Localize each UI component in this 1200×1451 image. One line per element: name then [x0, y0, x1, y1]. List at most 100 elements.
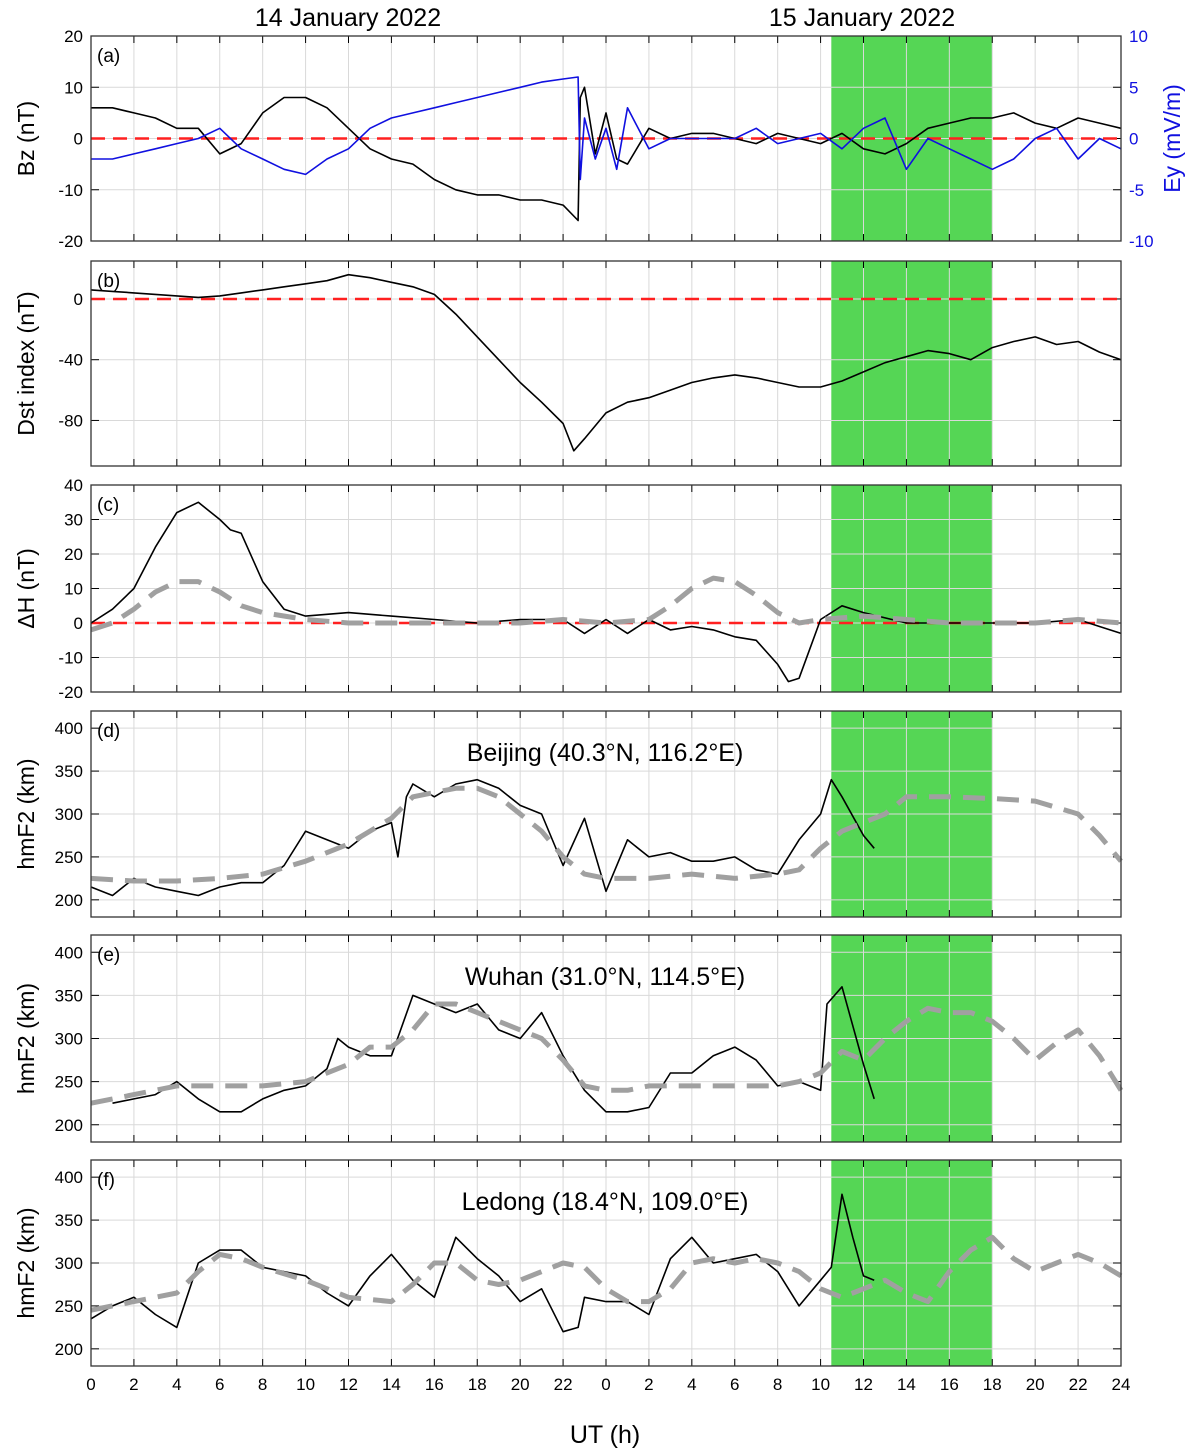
x-tick-label: 0	[86, 1375, 95, 1394]
y2-tick-label: 10	[1129, 27, 1148, 46]
x-axis-label: UT (h)	[570, 1421, 640, 1449]
panel-label: (f)	[97, 1170, 115, 1191]
x-tick-label: 20	[511, 1375, 530, 1394]
y-tick-label: 400	[55, 719, 83, 738]
model-series-line	[90, 1234, 1123, 1313]
x-tick-label: 10	[811, 1375, 830, 1394]
y-axis-label: Bz (nT)	[13, 101, 39, 176]
shaded-interval	[831, 261, 993, 466]
y-axis-label: hmF2 (km)	[13, 1207, 39, 1318]
plot-frame	[90, 260, 1122, 467]
panel-a: 20 10 0 -10 -20 10 5 0 -5 -10 Ey (mV/m) (a) Bz (nT)	[13, 27, 1185, 251]
ey-series-line	[91, 76, 1122, 181]
x-tick-label: 4	[687, 1375, 696, 1394]
y2-tick-label: -5	[1129, 181, 1144, 200]
x-tick-label: 18	[983, 1375, 1002, 1394]
y-tick-label: 400	[55, 1168, 83, 1187]
date-label-day2: 15 January 2022	[769, 4, 955, 32]
y-tick-label: 0	[74, 614, 83, 633]
station-annotation: Ledong (18.4°N, 109.0°E)	[462, 1188, 749, 1216]
y2-tick-label: 0	[1129, 130, 1138, 149]
panel-e: 400 350 300 250 200 (e) Wuhan (31.0°N, 114.5°E…	[13, 934, 1124, 1143]
date-label-day1: 14 January 2022	[255, 4, 441, 32]
x-tick-label: 24	[1112, 1375, 1131, 1394]
panel-f: 400 350 300 250 200 (f) Ledong (18.4°N, 109.0°…	[13, 1159, 1123, 1367]
plot-frame	[90, 710, 1122, 918]
observed-series-line	[90, 778, 875, 897]
x-tick-label: 12	[339, 1375, 358, 1394]
y-axis-label: hmF2 (km)	[13, 758, 39, 869]
panel-label: (c)	[97, 495, 119, 516]
y-tick-label: 40	[64, 476, 83, 495]
panel-label: (b)	[97, 271, 120, 292]
observed-series-line	[90, 273, 1122, 452]
x-tick-label: 6	[730, 1375, 739, 1394]
x-tick-label: 10	[296, 1375, 315, 1394]
y-tick-label: -40	[58, 351, 83, 370]
y-tick-label: 0	[74, 130, 83, 149]
plot-frame	[90, 484, 1122, 693]
plot-frame	[90, 1159, 1122, 1367]
y-tick-label: -80	[58, 411, 83, 430]
y-tick-label: 300	[55, 805, 83, 824]
x-tick-label: 8	[258, 1375, 267, 1394]
observed-series-line	[112, 986, 875, 1113]
panel-label: (a)	[97, 46, 120, 67]
x-tick-label: 12	[854, 1375, 873, 1394]
y-tick-label: 300	[55, 1030, 83, 1049]
y-tick-label: 20	[64, 27, 83, 46]
y-tick-label: 350	[55, 762, 83, 781]
y-axis-label: Dst index (nT)	[13, 291, 39, 435]
y-tick-label: -10	[58, 649, 83, 668]
y-tick-label: 10	[64, 580, 83, 599]
y-axis-label: hmF2 (km)	[13, 983, 39, 1094]
model-series-line	[90, 785, 1123, 884]
y-tick-label: 400	[55, 943, 83, 962]
x-tick-label: 0	[601, 1375, 610, 1394]
panel-label: (d)	[97, 721, 120, 742]
station-annotation: Wuhan (31.0°N, 114.5°E)	[465, 963, 745, 991]
x-tick-label: 22	[554, 1375, 573, 1394]
y-tick-label: 250	[55, 1073, 83, 1092]
x-tick-label: 14	[382, 1375, 401, 1394]
y-tick-label: 200	[55, 891, 83, 910]
y-tick-label: -10	[58, 181, 83, 200]
x-tick-label: 6	[215, 1375, 224, 1394]
panel-label: (e)	[97, 945, 120, 966]
x-tick-label: 8	[773, 1375, 782, 1394]
y-tick-label: -20	[58, 232, 83, 251]
y-tick-label: 250	[55, 1297, 83, 1316]
y-tick-label: -20	[58, 683, 83, 702]
panel-b: 0 -40 -80 (b) Dst index (nT)	[13, 260, 1122, 467]
y-tick-label: 30	[64, 511, 83, 530]
y-axis-label: ΔH (nT)	[13, 548, 39, 629]
y-tick-label: 350	[55, 986, 83, 1005]
panel-d: 400 350 300 250 200 (d) Beijing (40.3°N, 116.2…	[13, 710, 1123, 918]
observed-series-line	[90, 501, 1122, 683]
model-series-line	[90, 1001, 1124, 1106]
x-tick-label: 2	[129, 1375, 138, 1394]
x-tick-label: 20	[1026, 1375, 1045, 1394]
y-tick-label: 10	[64, 78, 83, 97]
x-tick-label: 16	[940, 1375, 959, 1394]
observed-series-line	[91, 86, 1122, 222]
y-tick-label: 200	[55, 1116, 83, 1135]
y2-axis-label: Ey (mV/m)	[1159, 84, 1185, 193]
y-tick-label: 200	[55, 1340, 83, 1359]
x-tick-label: 22	[1069, 1375, 1088, 1394]
x-tick-label: 14	[897, 1375, 916, 1394]
y-tick-label: 0	[74, 290, 83, 309]
y2-tick-label: -10	[1129, 232, 1154, 251]
x-tick-label: 2	[644, 1375, 653, 1394]
y-tick-label: 300	[55, 1254, 83, 1273]
y2-tick-label: 5	[1129, 78, 1138, 97]
x-tick-label: 18	[468, 1375, 487, 1394]
y-tick-label: 250	[55, 848, 83, 867]
y-tick-label: 20	[64, 545, 83, 564]
plot-frame	[90, 934, 1122, 1143]
station-annotation: Beijing (40.3°N, 116.2°E)	[467, 739, 744, 767]
x-tick-label: 4	[172, 1375, 181, 1394]
y-tick-label: 350	[55, 1211, 83, 1230]
